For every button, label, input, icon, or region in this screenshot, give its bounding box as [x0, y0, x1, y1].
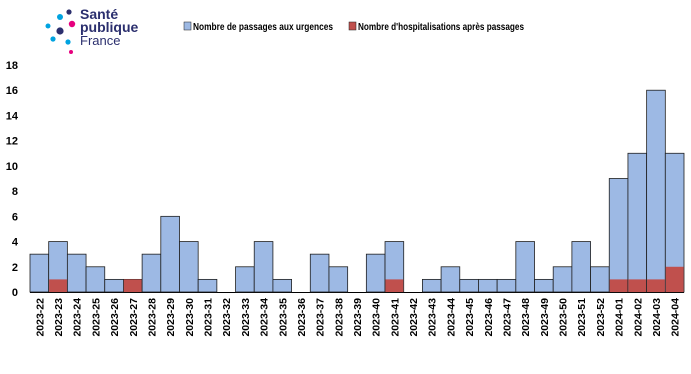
bar-passages: [608, 178, 629, 293]
x-tick-label: 2023-34: [259, 298, 271, 337]
y-tick-label: 6: [12, 211, 18, 223]
bar-passages: [459, 278, 479, 293]
sante-publique-logo-icon: [45, 9, 76, 54]
x-tick-label: 2023-30: [184, 298, 196, 337]
x-tick-label: 2023-43: [427, 298, 439, 337]
x-tick-label: 2023-42: [408, 298, 420, 337]
x-tick-label: 2024-02: [632, 298, 644, 337]
x-tick-label: 2023-32: [221, 298, 233, 337]
x-tick-label: 2023-51: [576, 298, 588, 337]
x-tick-label: 2023-29: [165, 298, 177, 337]
x-tick-label: 2023-47: [501, 298, 513, 337]
y-tick-label: 2: [12, 262, 18, 274]
bar-passages: [365, 253, 386, 293]
bar-passages: [272, 278, 292, 293]
x-tick-label: 2023-24: [72, 298, 84, 337]
x-tick-label: 2023-50: [558, 298, 570, 337]
x-tick-label: 2023-49: [539, 298, 551, 337]
x-tick-label: 2023-31: [203, 298, 215, 337]
bar-hospitalisations: [123, 279, 142, 292]
x-tick-label: 2023-46: [483, 298, 495, 337]
x-tick-label: 2023-52: [595, 298, 607, 337]
legend-label: Nombre de passages aux urgences: [193, 21, 333, 33]
x-tick-label: 2023-22: [34, 298, 46, 337]
bar-passages: [328, 266, 349, 293]
x-tick-label: 2023-38: [333, 298, 345, 337]
x-axis: 2023-22 2023-23 2023-24 2023-25 2023-26 2023-…: [34, 298, 681, 337]
x-tick-label: 2023-35: [277, 298, 289, 337]
x-tick-label: 2023-48: [520, 298, 532, 337]
y-tick-label: 4: [12, 237, 19, 249]
x-tick-label: 2023-45: [464, 298, 476, 337]
x-tick-label: 2023-36: [296, 298, 308, 337]
bar-passages: [197, 278, 218, 293]
y-tick-label: 0: [12, 287, 18, 299]
bar-passages: [440, 266, 461, 293]
legend-swatch: [183, 21, 192, 31]
bar-passages: [179, 241, 199, 293]
bar-passages: [627, 152, 648, 293]
bar-hospitalisations: [609, 279, 628, 292]
y-axis: 0 2 4 6 8 10 12 14 16 18: [6, 60, 684, 299]
x-tick-label: 2023-23: [53, 298, 65, 337]
y-tick-label: 14: [6, 110, 19, 122]
x-tick-label: 2024-03: [651, 298, 663, 337]
bars: [29, 89, 685, 293]
legend: Nombre de passages aux urgences Nombre d'…: [183, 21, 524, 33]
x-tick-label: 2024-04: [670, 298, 682, 337]
bar-passages: [85, 266, 106, 293]
bar-passages: [104, 278, 124, 293]
bar-hospitalisations: [665, 266, 684, 292]
logo-line-1: Santé: [80, 6, 119, 22]
x-tick-label: 2024-01: [614, 298, 626, 337]
x-tick-label: 2023-44: [445, 298, 457, 337]
x-tick-label: 2023-39: [352, 298, 364, 337]
bar-passages: [590, 266, 610, 293]
bar-passages: [309, 253, 330, 293]
legend-label: Nombre d'hospitalisations après passages: [358, 21, 524, 33]
bar-hospitalisations: [49, 279, 67, 292]
x-tick-label: 2023-40: [371, 298, 383, 337]
bar-passages: [253, 241, 274, 293]
bar-passages: [552, 266, 573, 293]
bar-passages: [29, 253, 50, 293]
x-tick-label: 2023-41: [389, 298, 401, 337]
bar-passages: [646, 89, 666, 293]
y-tick-label: 10: [6, 161, 18, 173]
bar-passages: [534, 278, 554, 293]
bar-passages: [160, 215, 180, 293]
bar-hospitalisations: [647, 279, 665, 292]
bar-passages: [496, 278, 517, 293]
legend-swatch: [348, 21, 357, 31]
bar-passages: [478, 278, 498, 293]
y-tick-label: 8: [12, 186, 18, 198]
x-tick-label: 2023-27: [128, 298, 140, 337]
bar-passages: [571, 241, 591, 293]
y-tick-label: 16: [6, 85, 18, 97]
bar-hospitalisations: [628, 279, 647, 292]
bar-passages: [66, 253, 87, 293]
bar-hospitalisations: [385, 279, 404, 292]
bar-passages: [421, 278, 442, 293]
x-tick-label: 2023-25: [90, 298, 102, 337]
y-tick-label: 18: [6, 60, 18, 72]
bar-passages: [235, 266, 255, 293]
x-tick-label: 2023-33: [240, 298, 252, 337]
x-tick-label: 2023-28: [146, 298, 158, 337]
logo-line-3: France: [80, 33, 121, 48]
bar-passages: [515, 241, 535, 293]
logo-line-2: publique: [80, 19, 139, 35]
bar-passages: [141, 253, 162, 293]
x-tick-label: 2023-26: [109, 298, 121, 337]
y-tick-label: 12: [6, 136, 18, 148]
x-tick-label: 2023-37: [315, 298, 327, 337]
